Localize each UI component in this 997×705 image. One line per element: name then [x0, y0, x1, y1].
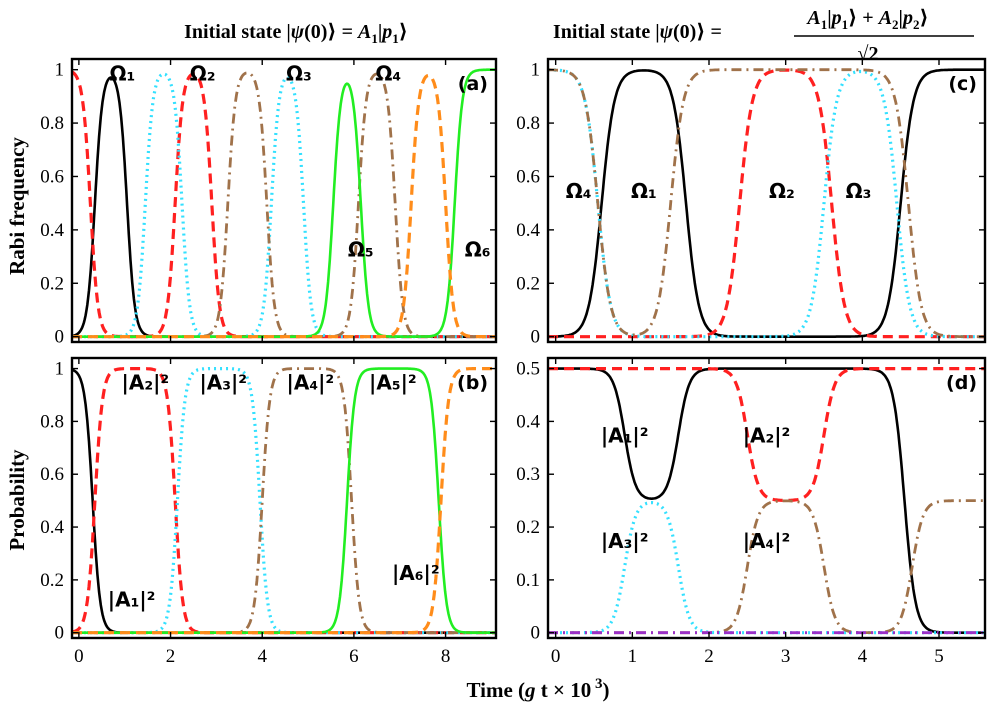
annotation-a-1: Ω₂: [190, 61, 216, 85]
axes-frame-b: [70, 356, 498, 640]
axes-frame-a: [70, 57, 498, 344]
svg-text:A1|p1⟩ + A2|p2⟩: A1|p1⟩ + A2|p2⟩: [805, 7, 928, 32]
xtick-label-d-2: 2: [704, 646, 714, 667]
series-c-3: [548, 68, 985, 339]
series-a-2: [72, 72, 496, 339]
ytick-label-d-4: 0.4: [516, 411, 540, 432]
ylabel-left-bottom: Probability: [5, 449, 29, 551]
series-d-2: [548, 501, 985, 635]
annotation-b-5: |A₆|²: [392, 561, 440, 585]
xtick-label-b-2: 4: [257, 646, 267, 667]
annotation-d-3: |A₄|²: [743, 529, 791, 553]
xtick-label-d-1: 1: [628, 646, 638, 667]
annotation-c-3: Ω₃: [846, 179, 872, 203]
series-a-1: [72, 70, 496, 339]
ytick-label-b-3: 0.6: [40, 464, 64, 485]
ytick-label-c-5: 1: [531, 60, 541, 81]
title-left: Initial state |ψ(0)⟩ = A1|p1⟩: [184, 21, 408, 46]
xtick-label-d-0: 0: [551, 646, 561, 667]
ytick-label-d-1: 0.1: [516, 570, 540, 591]
ytick-label-b-5: 1: [55, 359, 65, 380]
annotation-d-2: |A₃|²: [601, 529, 649, 553]
axes-frame-d: [546, 356, 987, 640]
panel-label-d: (d): [946, 372, 977, 394]
panel-a: 0 0.2 0.4 0.6 0.8 1 (a) Ω₁ Ω₂ Ω₃ Ω₄ Ω₅ Ω₆: [40, 57, 498, 348]
panel-c: 0 0.2 0.4 0.6 0.8 1 (c) Ω₄ Ω₁ Ω₂ Ω₃: [516, 57, 987, 348]
annotation-b-2: |A₄|²: [287, 371, 335, 395]
ytick-label-b-2: 0.4: [40, 517, 64, 538]
ylabel-left-top: Rabi frequency: [5, 137, 29, 275]
annotation-b-1: |A₃|²: [199, 371, 247, 395]
annotation-c-2: Ω₂: [769, 179, 795, 203]
ytick-label-d-0: 0: [531, 623, 541, 644]
ytick-label-a-4: 0.8: [40, 113, 64, 134]
panel-d: 0 1 2 3 4 5 0 0.1 0.2 0.3 0.4 0.5 (d) |A₁|² |A₂|² |A₃|²…: [516, 356, 987, 667]
annotation-d-0: |A₁|²: [601, 424, 649, 448]
annotation-b-4: |A₁|²: [108, 587, 156, 611]
ytick-label-c-4: 0.8: [516, 113, 540, 134]
ytick-label-b-1: 0.2: [40, 570, 64, 591]
ytick-label-d-2: 0.2: [516, 517, 540, 538]
xtick-label-d-3: 3: [781, 646, 791, 667]
annotation-a-5: Ω₆: [465, 238, 491, 262]
annotation-a-0: Ω₁: [110, 61, 136, 85]
annotation-a-4: Ω₅: [348, 238, 374, 262]
series-d-1: [548, 367, 985, 502]
xtick-label-b-3: 6: [349, 646, 359, 667]
series-d-0: [548, 367, 985, 634]
ytick-label-d-5: 0.5: [516, 359, 540, 380]
axes-frame-c: [546, 57, 987, 344]
series-a-3: [72, 71, 496, 339]
series-a-4: [72, 68, 496, 338]
ytick-label-c-1: 0.2: [516, 273, 540, 294]
xtick-label-b-1: 2: [166, 646, 176, 667]
annotation-c-0: Ω₄: [566, 179, 592, 203]
ytick-label-a-2: 0.4: [40, 220, 64, 241]
svg-text:√2: √2: [858, 43, 879, 65]
annotation-c-1: Ω₁: [631, 179, 657, 203]
series-c-1: [548, 68, 985, 339]
ytick-label-d-3: 0.3: [516, 464, 540, 485]
ytick-label-b-0: 0: [55, 623, 65, 644]
series-a-0: [72, 76, 496, 338]
panel-label-c: (c): [948, 73, 977, 95]
ytick-label-a-0: 0: [55, 327, 65, 348]
annotation-a-3: Ω₄: [375, 61, 401, 85]
ytick-label-a-3: 0.6: [40, 166, 64, 187]
series-b-5: [72, 367, 496, 635]
title-right: Initial state |ψ(0)⟩ = A1|p1⟩ + A2|p2⟩ √…: [553, 7, 974, 65]
series-c-2: [548, 68, 985, 339]
ytick-label-c-0: 0: [531, 327, 541, 348]
annotation-b-0: |A₂|²: [122, 371, 170, 395]
xtick-label-b-0: 0: [74, 646, 84, 667]
ytick-label-c-3: 0.6: [516, 166, 540, 187]
panel-label-a: (a): [458, 73, 488, 95]
xtick-label-b-4: 8: [441, 646, 451, 667]
annotation-d-1: |A₂|²: [743, 424, 791, 448]
annotation-a-2: Ω₃: [286, 61, 312, 85]
series-a-5: [72, 73, 496, 339]
ytick-label-a-5: 1: [55, 60, 65, 81]
panel-label-b: (b): [457, 372, 488, 394]
xtick-label-d-4: 4: [858, 646, 868, 667]
panel-b: 0 2 4 6 8 0 0.2 0.4 0.6 0.8 1 (b) |A₂|² |A₃|² |A₄|² |A₅…: [40, 356, 498, 667]
annotation-b-3: |A₅|²: [369, 371, 417, 395]
ytick-label-c-2: 0.4: [516, 220, 540, 241]
series-c-0: [548, 68, 985, 338]
ytick-label-b-4: 0.8: [40, 411, 64, 432]
ytick-label-a-1: 0.2: [40, 273, 64, 294]
xlabel: Time (g t × 10 3): [467, 676, 610, 702]
xtick-label-d-5: 5: [934, 646, 944, 667]
svg-text:Initial state |ψ(0)⟩ =: Initial state |ψ(0)⟩ =: [553, 21, 722, 43]
